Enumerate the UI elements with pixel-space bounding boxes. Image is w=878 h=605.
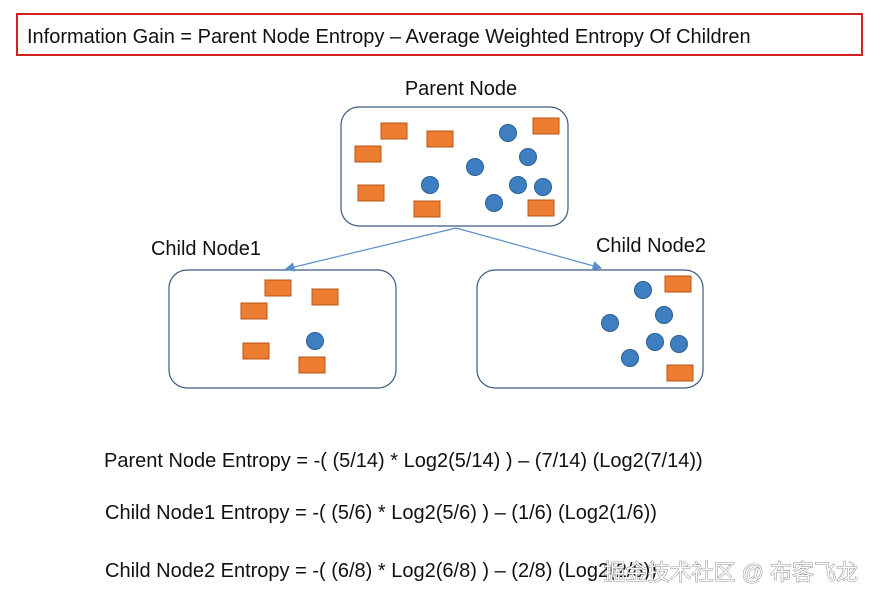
formula: Parent Node Entropy = -( (5/14) * Log2(5… xyxy=(104,450,703,472)
formula: Child Node2 Entropy = -( (6/8) * Log2(6/… xyxy=(105,560,657,582)
items xyxy=(240,117,694,382)
child-box xyxy=(476,269,704,389)
node-label: Parent Node xyxy=(405,78,517,100)
arrow xyxy=(455,227,603,271)
node-label: Child Node2 xyxy=(596,235,706,257)
formula: Child Node1 Entropy = -( (5/6) * Log2(5/… xyxy=(105,502,657,524)
arrow xyxy=(284,227,457,272)
watermark: 掘金技术社区 @ 布客飞龙 xyxy=(603,560,858,585)
title-box xyxy=(16,13,863,56)
child-box xyxy=(168,269,397,389)
title: Information Gain = Parent Node Entropy –… xyxy=(27,26,751,48)
node-label: Child Node1 xyxy=(151,238,261,260)
